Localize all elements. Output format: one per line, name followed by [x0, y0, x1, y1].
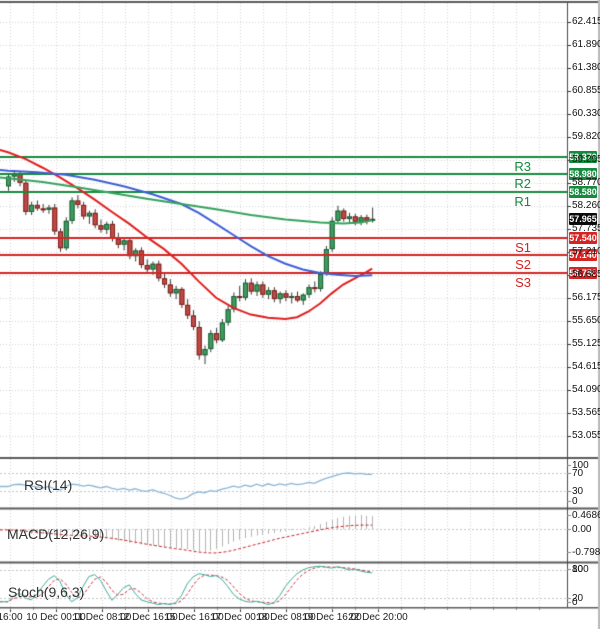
price-tick-label: 55.125 [572, 338, 600, 350]
price-tick-label: 60.855 [572, 84, 600, 96]
stoch-indicator-label: Stoch(9,6,3) [8, 584, 85, 600]
level-label-r2: R2 [514, 175, 531, 191]
resistance-badge-r3: 59.370 [569, 150, 597, 163]
stoch-scale-label: 20 [572, 592, 584, 604]
price-tick-label: 54.615 [572, 360, 600, 372]
price-tick-label: 61.380 [572, 61, 600, 73]
resistance-badge-r1: 58.580 [569, 185, 597, 198]
x-axis-label: 11 Dec 08:00 [72, 612, 132, 623]
x-axis-label: 22 Dec 20:00 [348, 612, 408, 623]
rsi-scale-label: 100 [572, 460, 589, 471]
macd-scale-label: -0.7983 [572, 547, 600, 559]
x-axis-label: 17 Dec 00:00 [210, 612, 270, 623]
price-tick-label: 53.565 [572, 407, 600, 419]
price-tick-label: 55.650 [572, 315, 600, 327]
support-badge-s2: 57.140 [569, 249, 597, 262]
price-tick-label: 60.330 [572, 108, 600, 120]
stoch-scale-label: 80 [572, 564, 584, 576]
x-axis-label: 15 Dec 16:00 [164, 612, 224, 623]
level-label-s1: S1 [515, 239, 531, 255]
rsi-indicator-label: RSI(14) [24, 477, 73, 493]
macd-scale-label: 0.00 [572, 523, 592, 535]
x-axis-label: 16:00 [0, 612, 23, 623]
level-label-s2: S2 [515, 257, 531, 273]
stoch-scale-label: 0 [572, 597, 578, 608]
price-tick-label: 57.210 [572, 246, 600, 258]
price-tick-label: 57.735 [572, 222, 600, 234]
x-axis-label: 18 Dec 08:00 [256, 612, 316, 623]
rsi-scale-label: 70 [572, 467, 584, 479]
price-tick-label: 56.175 [572, 291, 600, 303]
price-tick-label: 53.055 [572, 429, 600, 441]
current-price-badge: 57.965 [569, 212, 597, 225]
level-label-s3: S3 [515, 274, 531, 290]
level-label-r1: R1 [514, 193, 531, 209]
macd-scale-label: 0.4686 [572, 510, 600, 521]
x-axis-label: 12 Dec 16:00 [118, 612, 178, 623]
support-badge-s1: 57.540 [569, 231, 597, 244]
resistance-badge-r2: 58.980 [569, 167, 597, 180]
x-axis-label: 10 Dec 00:00 [26, 612, 86, 623]
price-tick-label: 59.820 [572, 130, 600, 142]
rsi-scale-label: 30 [572, 485, 584, 497]
macd-indicator-label: MACD(12,26,9) [7, 526, 105, 542]
price-tick-label: 61.890 [572, 39, 600, 51]
support-badge-s3: 56.750 [569, 266, 597, 279]
level-label-r3: R3 [514, 158, 531, 174]
x-axis-label: 19 Dec 16:00 [302, 612, 362, 623]
price-tick-label: 58.260 [572, 199, 600, 211]
price-tick-label: 62.415 [572, 16, 600, 27]
price-tick-label: 58.770 [572, 177, 600, 189]
price-tick-label: 59.295 [572, 153, 600, 165]
rsi-scale-label: 0 [572, 496, 578, 507]
price-tick-label: 54.090 [572, 384, 600, 396]
price-tick-label: 56.685 [572, 269, 600, 281]
stoch-scale-label: 100 [572, 563, 589, 575]
